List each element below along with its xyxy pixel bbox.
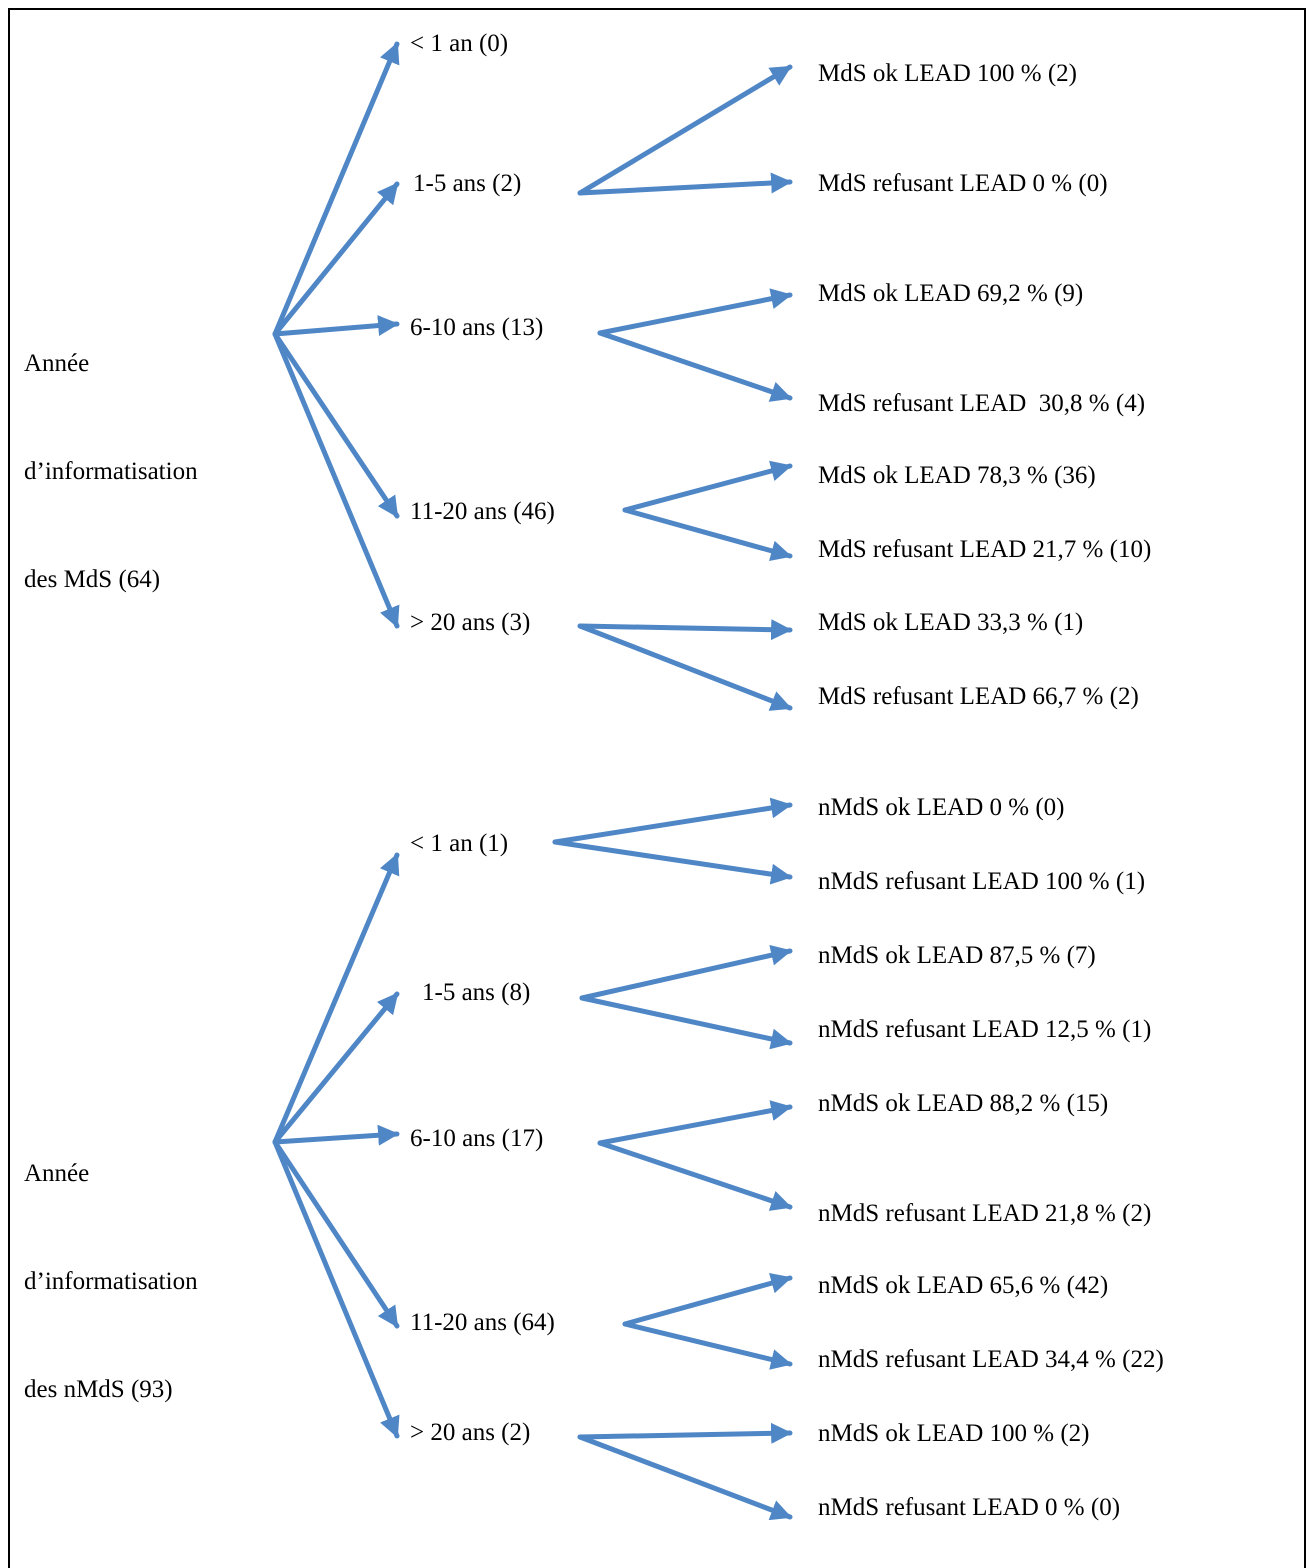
arrow-tree-2-branch-5-leaf-2	[577, 1434, 793, 1521]
tree-1-root: Année d’informatisation des MdS (64)	[24, 274, 198, 634]
tree-2-root: Année d’informatisation des nMdS (93)	[24, 1084, 198, 1444]
arrow-tree-1-branch-2-leaf-2	[577, 172, 793, 196]
arrow-tree-1-branch-4-leaf-1	[622, 460, 793, 513]
tree-1-leaf-5-2: MdS refusant LEAD 66,7 % (2)	[818, 683, 1139, 710]
tree-1-branch-5: > 20 ans (3)	[410, 609, 531, 636]
tree-2-leaf-1-1: nMdS ok LEAD 0 % (0)	[818, 794, 1065, 821]
tree-1-root-line-1: Année	[24, 350, 90, 377]
arrow-tree-2-branch-1-leaf-2	[552, 839, 793, 885]
tree-2-root-line-3: des nMdS (93)	[24, 1376, 173, 1403]
arrow-tree-1-branch-3-leaf-1	[597, 288, 793, 336]
tree-1-leaf-2-2: MdS refusant LEAD 0 % (0)	[818, 170, 1108, 197]
tree-1-leaf-3-1: MdS ok LEAD 69,2 % (9)	[818, 280, 1084, 307]
arrow-tree-2-branch-3-leaf-1	[597, 1100, 793, 1146]
arrow-tree-2-branch-3-leaf-2	[597, 1140, 793, 1211]
tree-1-leaf-4-2: MdS refusant LEAD 21,7 % (10)	[818, 536, 1152, 563]
tree-1-branch-3: 6-10 ans (13)	[410, 314, 544, 341]
arrow-tree-1-branch-2	[272, 181, 400, 337]
tree-2-leaf-4-1: nMdS ok LEAD 65,6 % (42)	[818, 1272, 1109, 1299]
arrow-tree-2-branch-1	[272, 852, 400, 1145]
diagram-frame	[8, 8, 1306, 1568]
tree-2-leaf-2-2: nMdS refusant LEAD 12,5 % (1)	[818, 1016, 1152, 1043]
arrow-tree-2-branch-2-leaf-2	[579, 995, 793, 1050]
tree-2-leaf-3-2: nMdS refusant LEAD 21,8 % (2)	[818, 1200, 1152, 1227]
arrow-tree-2-branch-1-leaf-1	[552, 797, 793, 845]
tree-2-leaf-4-2: nMdS refusant LEAD 34,4 % (22)	[818, 1346, 1164, 1373]
tree-2-branch-3: 6-10 ans (17)	[410, 1125, 544, 1152]
tree-1-branch-4: 11-20 ans (46)	[410, 498, 555, 525]
tree-2-leaf-2-1: nMdS ok LEAD 87,5 % (7)	[818, 942, 1096, 969]
tree-2-branch-2: 1-5 ans (8)	[422, 979, 531, 1006]
arrow-tree-2-branch-5-leaf-1	[577, 1422, 793, 1444]
tree-2-leaf-1-2: nMdS refusant LEAD 100 % (1)	[818, 868, 1146, 895]
tree-2-branch-5: > 20 ans (2)	[410, 1419, 531, 1446]
arrow-tree-1-branch-3	[272, 315, 400, 337]
arrow-tree-2-branch-4	[272, 1139, 400, 1329]
arrow-tree-1-branch-5-leaf-2	[577, 623, 793, 711]
arrow-tree-1-branch-3-leaf-2	[597, 330, 793, 402]
arrow-tree-2-branch-2	[272, 991, 400, 1145]
tree-1-leaf-4-1: MdS ok LEAD 78,3 % (36)	[818, 462, 1096, 489]
tree-2-branch-4: 11-20 ans (64)	[410, 1309, 555, 1336]
tree-1-leaf-2-1: MdS ok LEAD 100 % (2)	[818, 60, 1078, 87]
tree-2-root-line-2: d’informatisation	[24, 1268, 198, 1295]
arrow-tree-1-branch-1	[272, 41, 400, 337]
tree-2-leaf-3-1: nMdS ok LEAD 88,2 % (15)	[818, 1090, 1109, 1117]
arrow-tree-2-branch-3	[272, 1124, 400, 1146]
tree-2-branch-1: < 1 an (1)	[410, 830, 509, 857]
tree-1-branch-1: < 1 an (0)	[410, 30, 509, 57]
tree-1-root-line-3: des MdS (64)	[24, 566, 161, 593]
arrow-tree-2-branch-5	[272, 1139, 400, 1439]
arrow-tree-2-branch-2-leaf-1	[579, 944, 793, 1001]
tree-1-branch-2: 1-5 ans (2)	[413, 170, 522, 197]
arrow-tree-1-branch-5-leaf-1	[577, 619, 793, 641]
arrow-tree-1-branch-5	[272, 331, 400, 629]
tree-1-leaf-3-2: MdS refusant LEAD 30,8 % (4)	[818, 390, 1146, 417]
arrow-tree-1-branch-4-leaf-2	[622, 507, 793, 562]
tree-1-leaf-5-1: MdS ok LEAD 33,3 % (1)	[818, 609, 1084, 636]
arrow-tree-2-branch-4-leaf-2	[622, 1321, 793, 1370]
arrow-tree-2-branch-4-leaf-1	[622, 1272, 793, 1327]
tree-1-root-line-2: d’informatisation	[24, 458, 198, 485]
tree-2-leaf-5-2: nMdS refusant LEAD 0 % (0)	[818, 1494, 1121, 1521]
tree-2-root-line-1: Année	[24, 1160, 90, 1187]
arrow-tree-1-branch-4	[272, 331, 400, 519]
tree-2-leaf-5-1: nMdS ok LEAD 100 % (2)	[818, 1420, 1090, 1447]
arrow-tree-1-branch-2-leaf-1	[577, 64, 793, 196]
